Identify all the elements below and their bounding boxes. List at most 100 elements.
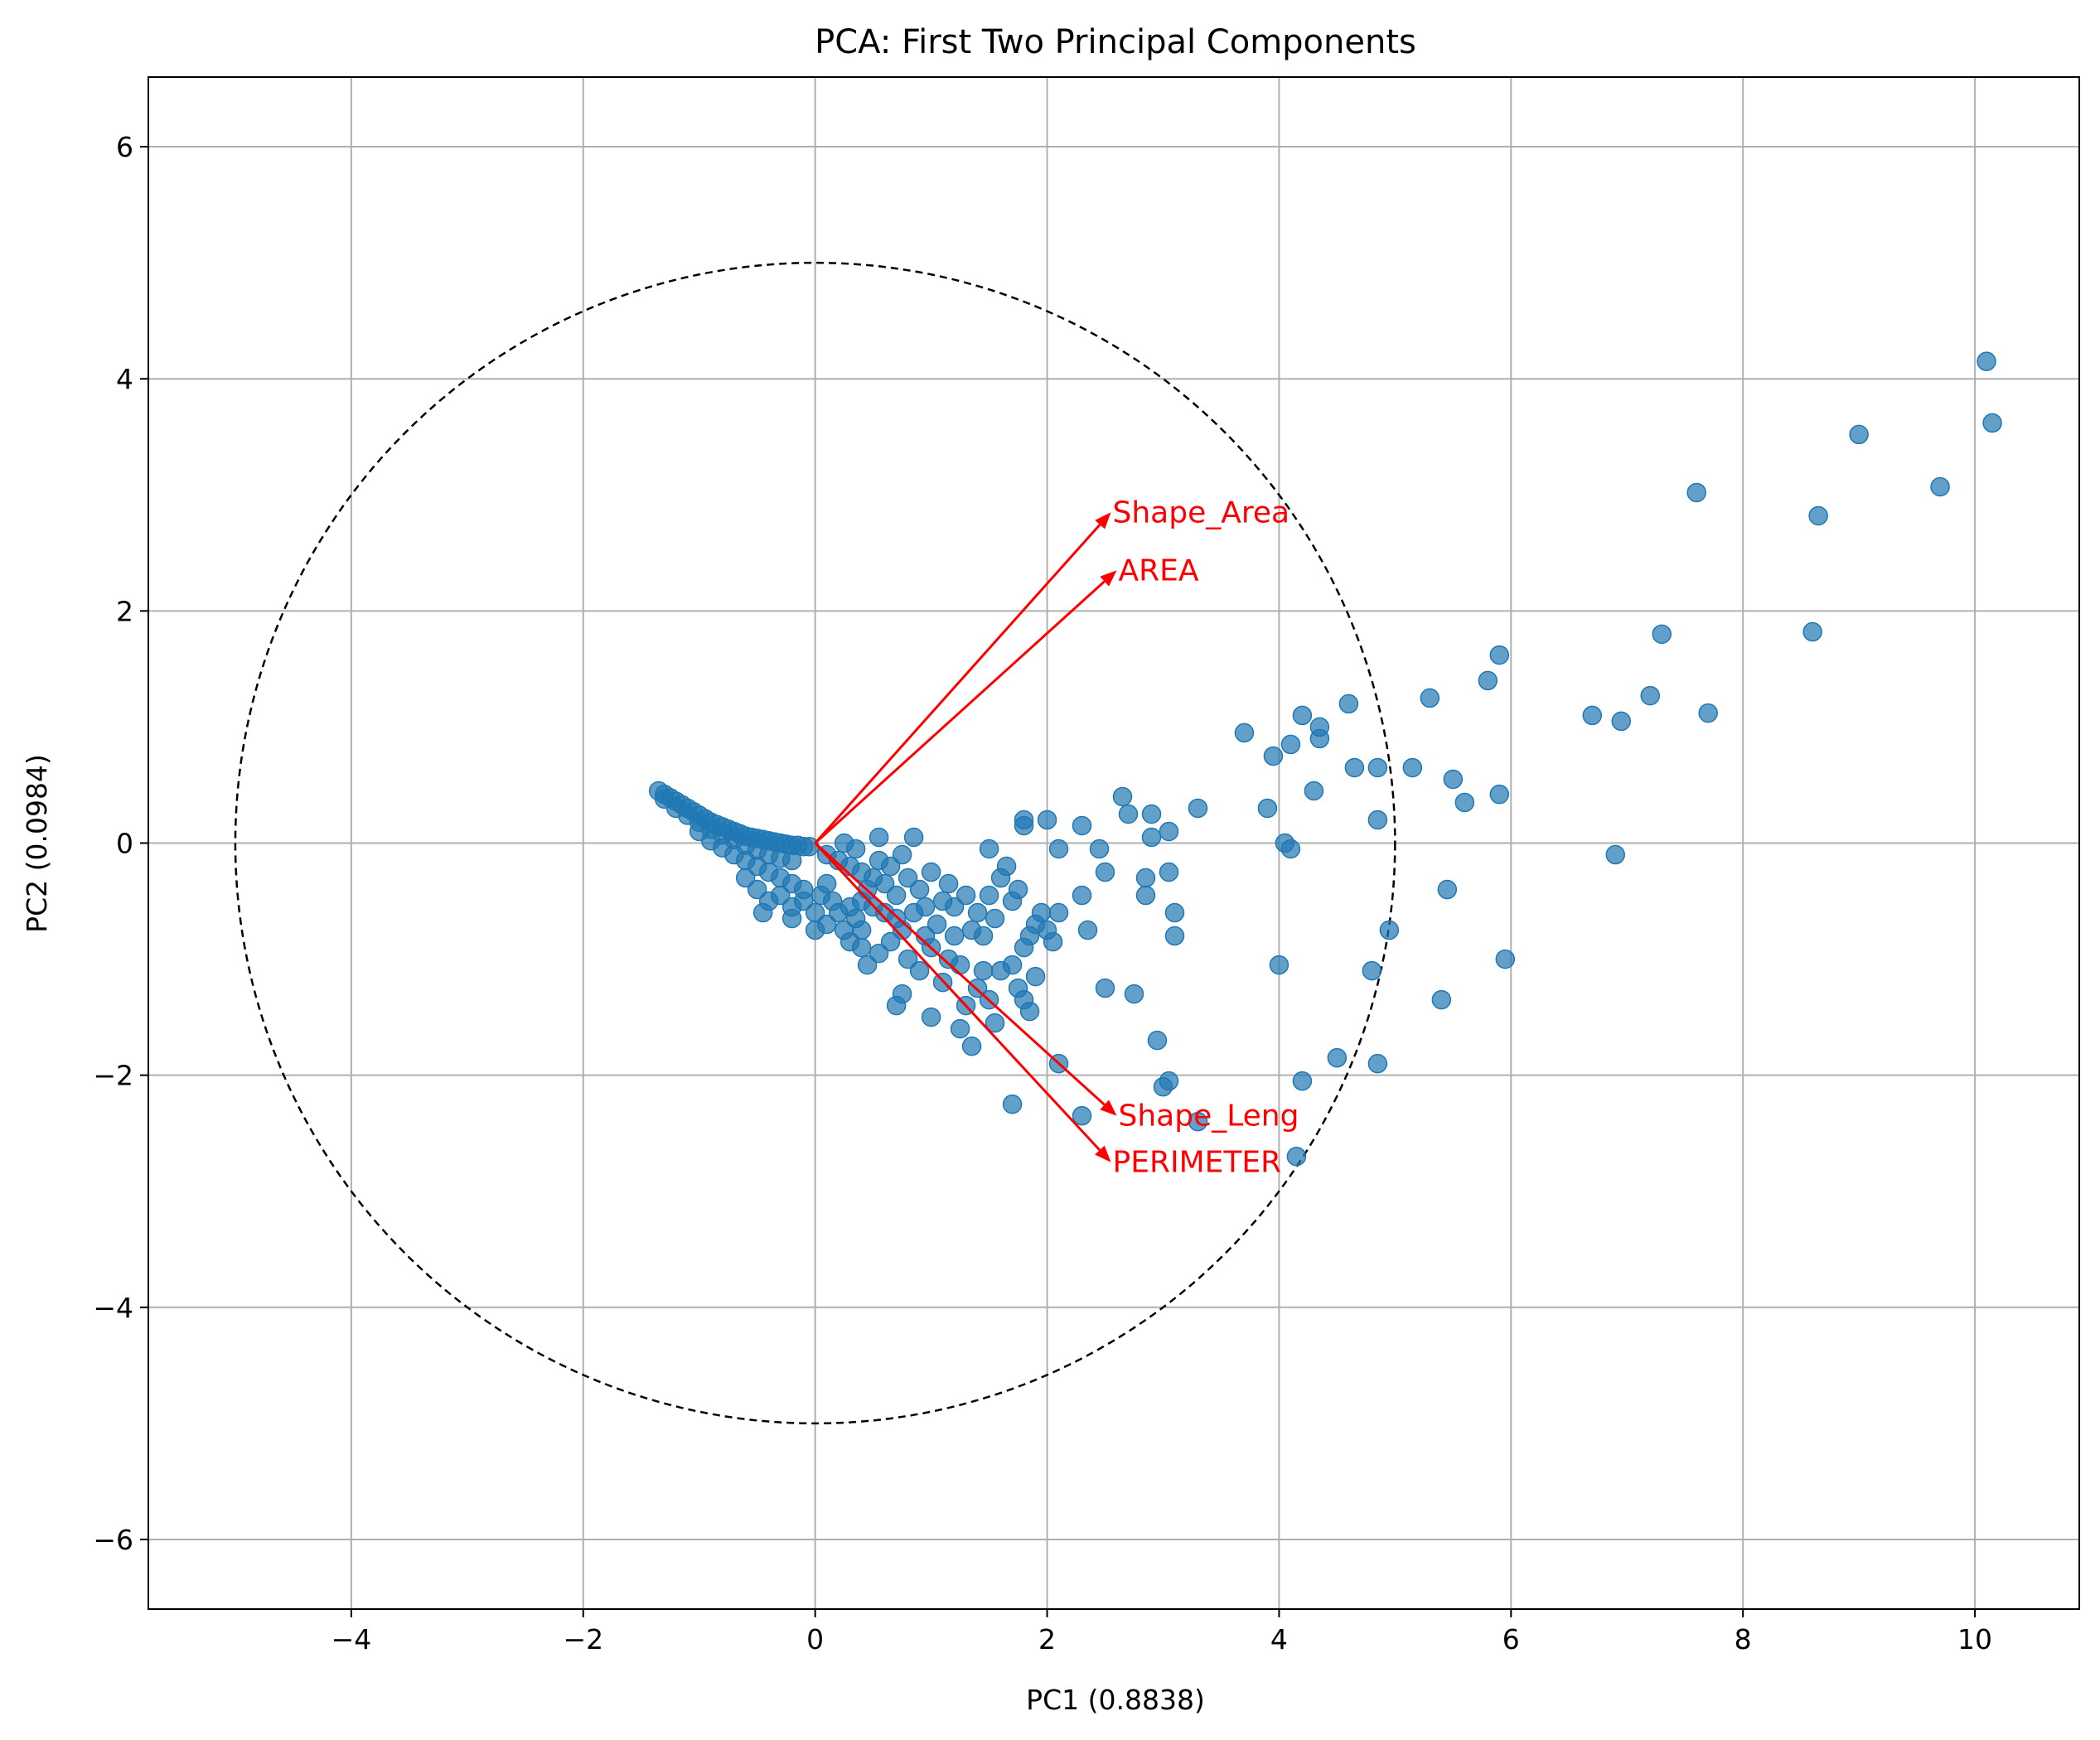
- x-tick-label: 2: [1038, 1623, 1056, 1655]
- data-point: [1367, 1053, 1388, 1074]
- loading-label: PERIMETER: [1113, 1146, 1282, 1180]
- data-point: [1379, 920, 1400, 940]
- data-point: [1159, 821, 1179, 842]
- data-point: [1640, 685, 1660, 706]
- data-point: [892, 844, 912, 865]
- data-point: [1095, 862, 1115, 882]
- y-tick-label: 0: [116, 828, 133, 860]
- data-point: [880, 856, 901, 877]
- data-point: [1159, 1071, 1179, 1091]
- data-point: [973, 960, 994, 981]
- data-point: [1443, 769, 1464, 790]
- data-point: [996, 856, 1017, 877]
- y-axis-label: PC2 (0.0984): [21, 754, 53, 933]
- data-point: [1437, 879, 1458, 900]
- data-point: [770, 885, 791, 906]
- data-point: [1141, 827, 1162, 848]
- data-point: [1234, 723, 1255, 743]
- data-point: [1124, 984, 1144, 1004]
- data-point: [1089, 839, 1110, 859]
- data-point: [898, 949, 918, 969]
- loading-arrow-head: [1095, 1145, 1111, 1162]
- data-point: [898, 868, 918, 888]
- ticks-layer: −4 −2 0 2 4 6 8 10 −6 −4 −2 0 2 4 6: [93, 131, 1992, 1655]
- data-point: [1002, 1094, 1023, 1114]
- data-point: [747, 879, 767, 900]
- data-point: [869, 827, 889, 848]
- data-point: [1309, 717, 1330, 737]
- data-point: [1037, 810, 1057, 830]
- data-point: [1159, 862, 1179, 882]
- data-point: [985, 1013, 1005, 1033]
- data-point: [1019, 1001, 1040, 1022]
- data-point: [985, 908, 1005, 929]
- x-axis-label: PC1 (0.8838): [1026, 1684, 1205, 1716]
- data-point: [781, 850, 802, 871]
- data-point: [1188, 1111, 1208, 1132]
- data-point: [950, 955, 970, 975]
- data-point: [1031, 902, 1052, 923]
- x-tick-label: 4: [1270, 1623, 1288, 1655]
- y-tick-label: −2: [93, 1060, 133, 1092]
- data-point: [1280, 734, 1301, 755]
- y-tick-label: −6: [93, 1524, 133, 1556]
- data-point: [840, 931, 860, 952]
- data-point: [1977, 351, 1996, 371]
- data-point: [903, 827, 924, 848]
- data-point: [921, 1007, 941, 1027]
- data-point: [1164, 902, 1185, 923]
- data-point: [851, 920, 872, 940]
- data-point: [1849, 424, 1869, 445]
- data-point: [869, 943, 889, 964]
- data-point: [1327, 1047, 1348, 1068]
- data-point: [1280, 839, 1301, 859]
- data-point: [1072, 885, 1092, 906]
- data-point: [1048, 839, 1069, 859]
- points-layer: [648, 351, 2002, 1167]
- data-point: [1263, 746, 1284, 766]
- x-tick-label: −2: [563, 1623, 603, 1655]
- x-tick-label: 8: [1735, 1623, 1752, 1655]
- data-point: [735, 868, 756, 888]
- reference-circle-layer: [234, 261, 1396, 1425]
- data-point: [1072, 1105, 1092, 1126]
- data-point: [1286, 1146, 1307, 1167]
- data-point: [1495, 949, 1516, 969]
- data-point: [1420, 688, 1440, 708]
- data-point: [1269, 955, 1290, 975]
- data-point: [1164, 926, 1185, 946]
- data-point: [1686, 482, 1706, 503]
- data-point: [1002, 955, 1023, 975]
- data-point: [1698, 703, 1718, 723]
- data-point: [1077, 920, 1098, 940]
- data-point: [1008, 879, 1028, 900]
- data-point: [979, 885, 999, 906]
- data-point: [1489, 645, 1510, 665]
- data-point: [927, 914, 947, 935]
- x-tick-label: −4: [331, 1623, 372, 1655]
- data-point: [1367, 757, 1388, 778]
- loading-label: Shape_Leng: [1118, 1100, 1299, 1133]
- data-point: [956, 885, 976, 906]
- data-point: [1135, 885, 1156, 906]
- data-point: [1048, 902, 1069, 923]
- loadings-layer: Shape_Area AREA Shape_Leng PERIMETER: [814, 495, 1299, 1180]
- x-tick-label: 10: [1957, 1623, 1992, 1655]
- y-tick-label: 6: [116, 131, 133, 163]
- y-tick-label: 2: [116, 595, 133, 627]
- data-point: [1043, 931, 1063, 952]
- data-point: [979, 839, 999, 859]
- data-point: [752, 902, 773, 923]
- data-point: [1402, 757, 1423, 778]
- data-point: [1025, 966, 1046, 987]
- chart-title: PCA: First Two Principal Components: [815, 23, 1416, 61]
- data-point: [1135, 868, 1156, 888]
- data-point: [1072, 815, 1092, 836]
- data-point: [1188, 798, 1208, 819]
- x-tick-label: 0: [806, 1623, 824, 1655]
- y-tick-label: −4: [93, 1292, 133, 1324]
- data-point: [1338, 694, 1359, 714]
- data-point: [1344, 757, 1365, 778]
- data-point: [1611, 711, 1631, 732]
